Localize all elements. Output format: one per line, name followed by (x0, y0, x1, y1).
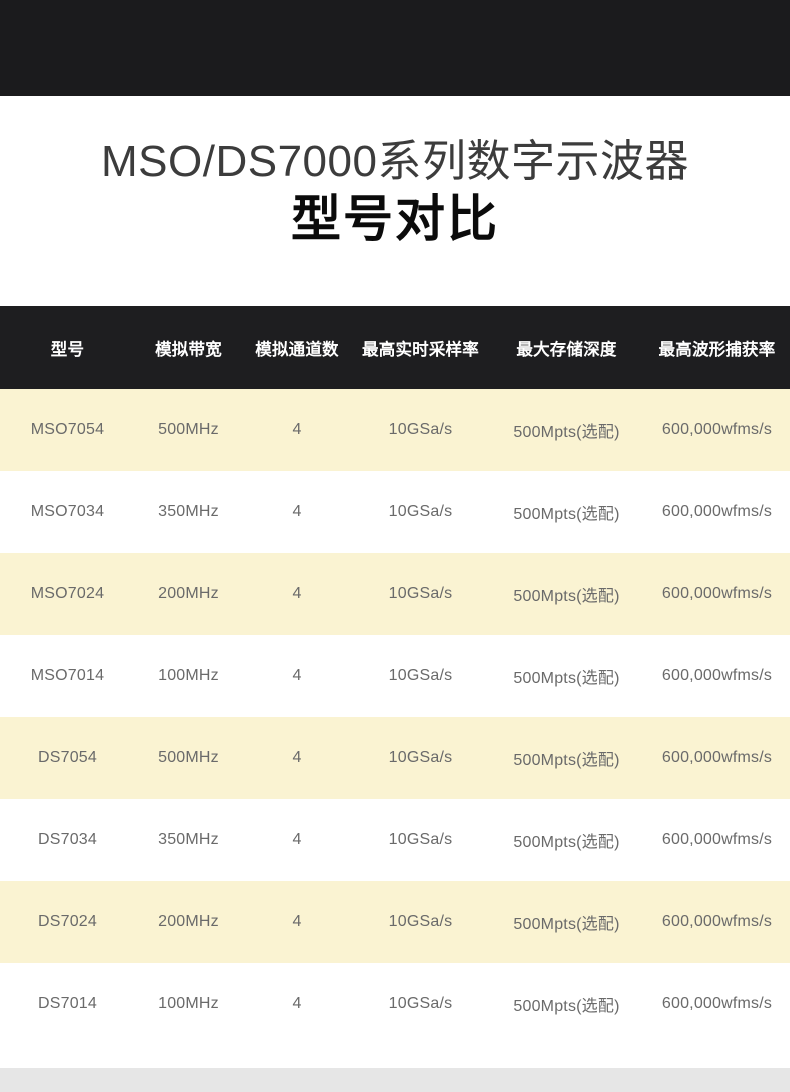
cell-channels: 4 (242, 881, 352, 963)
cell-channels: 4 (242, 717, 352, 799)
page-title: MSO/DS7000系列数字示波器 (101, 137, 689, 186)
cell-model: DS7014 (0, 963, 135, 1045)
cell-capture-rate: 600,000wfms/s (644, 799, 790, 881)
cell-bandwidth: 500MHz (135, 717, 242, 799)
cell-channels: 4 (242, 471, 352, 553)
cell-model: MSO7034 (0, 471, 135, 553)
cell-model: DS7024 (0, 881, 135, 963)
column-header-channels: 模拟通道数 (242, 306, 352, 389)
cell-bandwidth: 350MHz (135, 799, 242, 881)
table-header: 型号 模拟带宽 模拟通道数 最高实时采样率 最大存储深度 最高波形捕获率 (0, 306, 790, 389)
column-header-sample-rate: 最高实时采样率 (352, 306, 489, 389)
cell-capture-rate: 600,000wfms/s (644, 553, 790, 635)
table-row: MSO7014 100MHz 4 10GSa/s 500Mpts(选配) 600… (0, 635, 790, 717)
cell-bandwidth: 100MHz (135, 635, 242, 717)
cell-bandwidth: 200MHz (135, 553, 242, 635)
cell-channels: 4 (242, 635, 352, 717)
cell-model: MSO7014 (0, 635, 135, 717)
cell-capture-rate: 600,000wfms/s (644, 471, 790, 553)
table-row: DS7014 100MHz 4 10GSa/s 500Mpts(选配) 600,… (0, 963, 790, 1045)
model-comparison-table: 型号 模拟带宽 模拟通道数 最高实时采样率 最大存储深度 最高波形捕获率 MSO… (0, 306, 790, 1045)
cell-channels: 4 (242, 963, 352, 1045)
cell-sample-rate: 10GSa/s (352, 963, 489, 1045)
column-header-bandwidth: 模拟带宽 (135, 306, 242, 389)
cell-channels: 4 (242, 553, 352, 635)
cell-bandwidth: 350MHz (135, 471, 242, 553)
cell-bandwidth: 100MHz (135, 963, 242, 1045)
table-row: MSO7034 350MHz 4 10GSa/s 500Mpts(选配) 600… (0, 471, 790, 553)
cell-capture-rate: 600,000wfms/s (644, 635, 790, 717)
cell-sample-rate: 10GSa/s (352, 471, 489, 553)
cell-sample-rate: 10GSa/s (352, 717, 489, 799)
bottom-gray-band (0, 1068, 790, 1092)
table-header-row: 型号 模拟带宽 模拟通道数 最高实时采样率 最大存储深度 最高波形捕获率 (0, 306, 790, 389)
table-row: DS7034 350MHz 4 10GSa/s 500Mpts(选配) 600,… (0, 799, 790, 881)
cell-sample-rate: 10GSa/s (352, 635, 489, 717)
title-block: MSO/DS7000系列数字示波器 型号对比 (0, 96, 790, 306)
cell-capture-rate: 600,000wfms/s (644, 963, 790, 1045)
column-header-memory-depth: 最大存储深度 (489, 306, 644, 389)
cell-capture-rate: 600,000wfms/s (644, 717, 790, 799)
cell-sample-rate: 10GSa/s (352, 389, 489, 471)
table-row: MSO7054 500MHz 4 10GSa/s 500Mpts(选配) 600… (0, 389, 790, 471)
cell-memory-depth: 500Mpts(选配) (489, 799, 644, 881)
cell-channels: 4 (242, 389, 352, 471)
table-row: MSO7024 200MHz 4 10GSa/s 500Mpts(选配) 600… (0, 553, 790, 635)
cell-memory-depth: 500Mpts(选配) (489, 635, 644, 717)
top-dark-band (0, 0, 790, 96)
cell-memory-depth: 500Mpts(选配) (489, 389, 644, 471)
cell-bandwidth: 200MHz (135, 881, 242, 963)
cell-model: MSO7024 (0, 553, 135, 635)
cell-model: DS7034 (0, 799, 135, 881)
table-body: MSO7054 500MHz 4 10GSa/s 500Mpts(选配) 600… (0, 389, 790, 1045)
cell-sample-rate: 10GSa/s (352, 799, 489, 881)
table-row: DS7024 200MHz 4 10GSa/s 500Mpts(选配) 600,… (0, 881, 790, 963)
cell-memory-depth: 500Mpts(选配) (489, 963, 644, 1045)
column-header-model: 型号 (0, 306, 135, 389)
cell-sample-rate: 10GSa/s (352, 881, 489, 963)
cell-memory-depth: 500Mpts(选配) (489, 553, 644, 635)
table-row: DS7054 500MHz 4 10GSa/s 500Mpts(选配) 600,… (0, 717, 790, 799)
cell-capture-rate: 600,000wfms/s (644, 881, 790, 963)
cell-capture-rate: 600,000wfms/s (644, 389, 790, 471)
cell-memory-depth: 500Mpts(选配) (489, 717, 644, 799)
column-header-capture-rate: 最高波形捕获率 (644, 306, 790, 389)
cell-memory-depth: 500Mpts(选配) (489, 881, 644, 963)
cell-model: DS7054 (0, 717, 135, 799)
cell-memory-depth: 500Mpts(选配) (489, 471, 644, 553)
cell-bandwidth: 500MHz (135, 389, 242, 471)
cell-channels: 4 (242, 799, 352, 881)
cell-model: MSO7054 (0, 389, 135, 471)
page-subtitle: 型号对比 (291, 190, 499, 247)
cell-sample-rate: 10GSa/s (352, 553, 489, 635)
